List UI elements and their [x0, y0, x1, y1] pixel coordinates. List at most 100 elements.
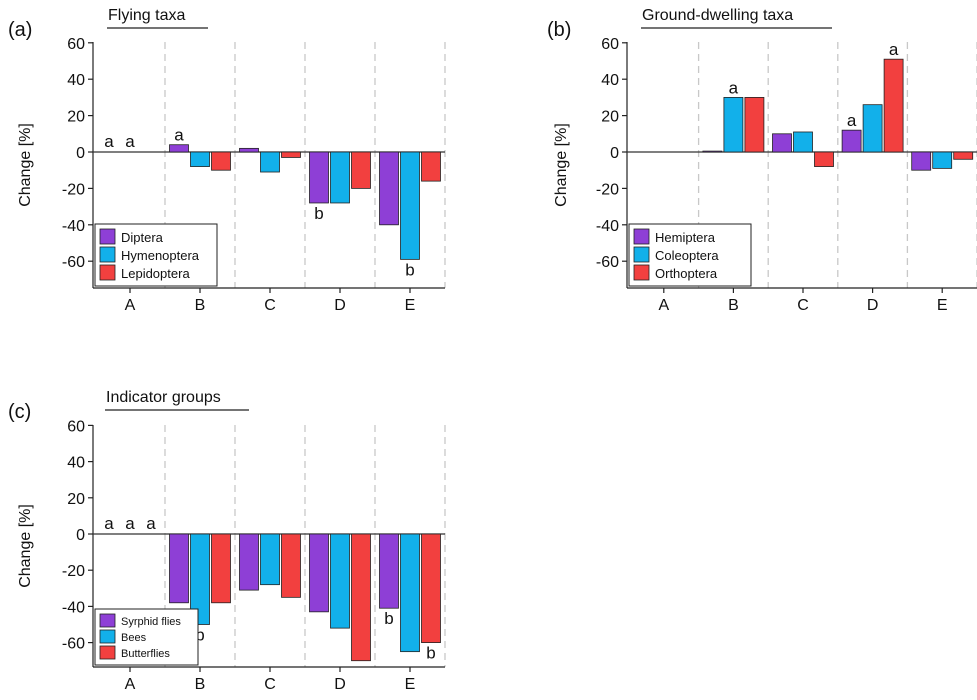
- y-tick-label: 0: [76, 527, 85, 544]
- bar-orthoptera-E: [953, 151, 974, 160]
- bar-hemiptera-D: [841, 129, 862, 153]
- legend-label: Orthoptera: [655, 266, 718, 281]
- bar-diptera-C: [239, 147, 259, 153]
- y-tick-label: 0: [610, 145, 619, 162]
- panel-label: (c): [8, 401, 31, 423]
- y-tick-label: -60: [62, 636, 85, 653]
- bar-diptera-E: [379, 151, 399, 226]
- bar-hymenoptera-D: [330, 151, 350, 204]
- significance-letter: a: [104, 132, 114, 151]
- legend-label: Hymenoptera: [121, 248, 200, 263]
- y-tick-label: -20: [62, 563, 85, 580]
- bar-lepidoptera-D: [351, 151, 371, 189]
- legend: Diptera Hymenoptera Lepidoptera: [94, 223, 218, 287]
- legend-label: Lepidoptera: [121, 266, 190, 281]
- bar-coleoptera-B: [723, 97, 744, 153]
- y-tick-label: 20: [67, 109, 85, 126]
- bar-syrphid-flies-D: [309, 533, 329, 613]
- y-tick-label: 40: [67, 455, 85, 472]
- legend-swatch: [633, 264, 650, 281]
- significance-letter: a: [889, 40, 899, 59]
- bar-diptera-D: [309, 151, 329, 204]
- y-tick-label: -40: [596, 218, 619, 235]
- legend-swatch: [99, 645, 116, 660]
- bar-syrphid-flies-E: [379, 533, 399, 609]
- legend-swatch: [633, 246, 650, 263]
- legend-label: Bees: [121, 632, 147, 644]
- y-tick-label: 60: [67, 418, 85, 435]
- legend-swatch: [99, 264, 116, 281]
- significance-letter: a: [104, 514, 114, 533]
- y-axis-label: Change [%]: [17, 123, 34, 207]
- legend-swatch: [99, 613, 116, 628]
- legend-label: Hemiptera: [655, 230, 716, 245]
- legend-swatch: [99, 629, 116, 644]
- significance-letter: a: [146, 514, 156, 533]
- significance-letter: a: [125, 514, 135, 533]
- bar-syrphid-flies-C: [239, 533, 259, 591]
- y-tick-label: 20: [67, 491, 85, 508]
- legend-swatch: [99, 228, 116, 245]
- bar-lepidoptera-B: [211, 151, 231, 171]
- panel-label: (a): [8, 19, 32, 41]
- chart-title: Flying taxa: [108, 7, 185, 24]
- legend-label: Syrphid flies: [121, 616, 181, 628]
- bar-coleoptera-E: [932, 151, 953, 169]
- bar-orthoptera-D: [883, 58, 904, 153]
- bar-diptera-B: [169, 144, 189, 153]
- y-tick-label: 0: [76, 145, 85, 162]
- y-tick-label: -20: [596, 181, 619, 198]
- legend-label: Diptera: [121, 230, 164, 245]
- bar-hymenoptera-B: [190, 151, 210, 167]
- y-tick-label: -60: [596, 254, 619, 271]
- bar-bees-E: [400, 533, 420, 653]
- x-tick-label: A: [125, 297, 136, 314]
- x-tick-label: D: [867, 297, 879, 314]
- x-tick-label: C: [264, 676, 276, 693]
- significance-letter: b: [426, 644, 435, 663]
- significance-letter: b: [314, 204, 323, 223]
- panel-label: (b): [547, 19, 571, 41]
- bar-coleoptera-D: [862, 104, 883, 153]
- y-tick-label: -40: [62, 218, 85, 235]
- legend-swatch: [633, 228, 650, 245]
- y-tick-label: -20: [62, 181, 85, 198]
- legend-label: Butterflies: [121, 648, 170, 660]
- significance-letter: a: [174, 126, 184, 145]
- bar-bees-C: [260, 533, 280, 586]
- bar-coleoptera-C: [793, 131, 813, 153]
- bar-lepidoptera-C: [281, 151, 301, 158]
- bar-hemiptera-B: [702, 150, 723, 153]
- bar-butterflies-C: [281, 533, 301, 598]
- y-tick-label: 60: [601, 36, 619, 53]
- y-tick-label: 40: [67, 72, 85, 89]
- significance-letter: a: [125, 132, 135, 151]
- significance-letter: b: [195, 626, 204, 645]
- bar-butterflies-B: [211, 533, 231, 604]
- legend-label: Coleoptera: [655, 248, 719, 263]
- significance-letter: a: [729, 78, 739, 97]
- y-tick-label: -40: [62, 599, 85, 616]
- x-tick-label: B: [728, 297, 739, 314]
- y-axis-label: Change [%]: [17, 504, 34, 588]
- chart-title: Indicator groups: [106, 389, 221, 406]
- significance-letter: b: [405, 260, 414, 279]
- y-tick-label: 60: [67, 36, 85, 53]
- bar-hymenoptera-C: [260, 151, 280, 173]
- bar-hemiptera-C: [772, 133, 792, 153]
- bar-bees-D: [330, 533, 350, 629]
- bar-butterflies-D: [351, 533, 371, 662]
- bar-bees-B: [190, 533, 210, 625]
- chart-panel-3: (c) Indicator groups Change [%] 60 40 20 0 -20 -…: [8, 389, 446, 693]
- bar-orthoptera-C: [814, 151, 834, 167]
- y-tick-label: 40: [601, 72, 619, 89]
- bar-hymenoptera-E: [400, 151, 420, 260]
- chart-title: Ground-dwelling taxa: [642, 7, 793, 24]
- x-tick-label: D: [334, 676, 346, 693]
- chart-panel-2: (b) Ground-dwelling taxa Change [%] 60 40 20 0…: [547, 7, 977, 314]
- x-tick-label: E: [405, 676, 416, 693]
- x-tick-label: A: [125, 676, 136, 693]
- significance-letter: a: [847, 111, 857, 130]
- legend-swatch: [99, 246, 116, 263]
